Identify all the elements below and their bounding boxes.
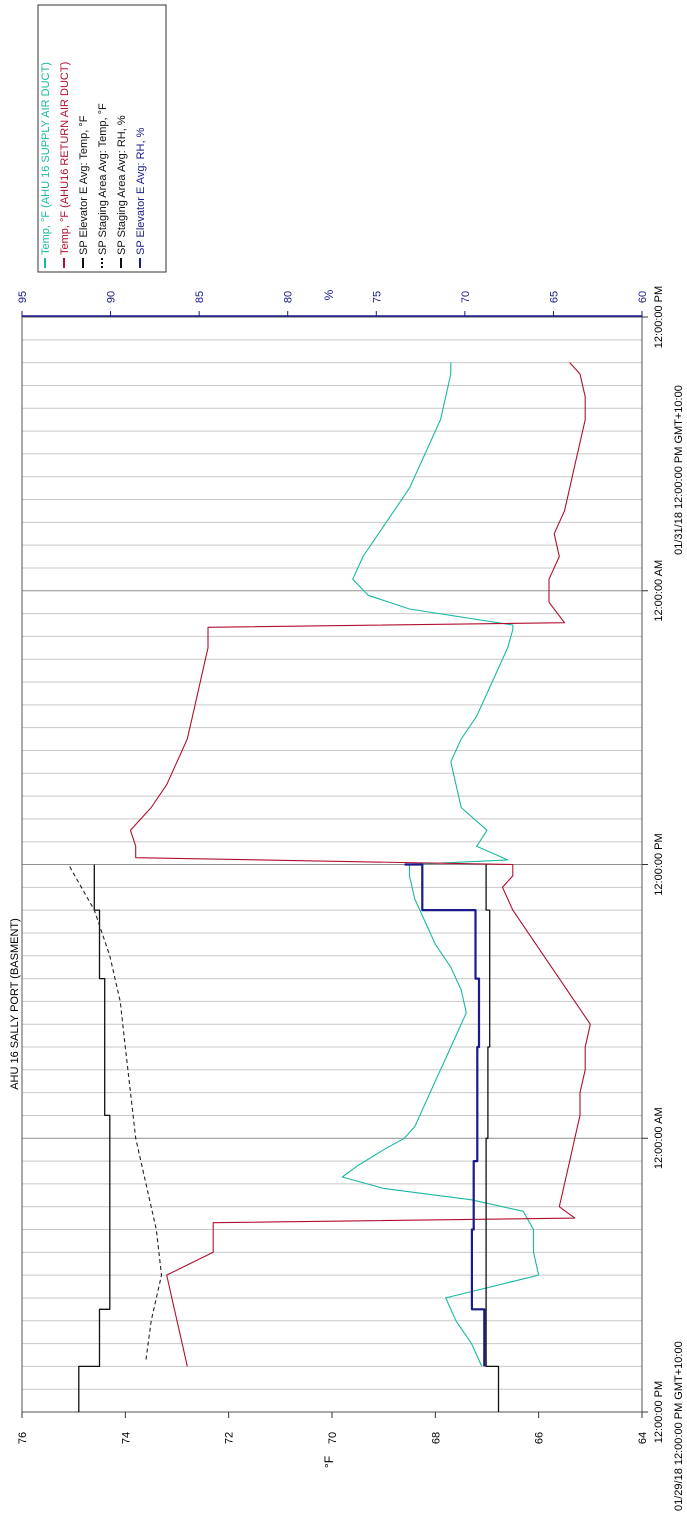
series-layer [68,362,591,1412]
series-line-3 [78,864,111,1412]
left-tick-label: 64 [637,1432,649,1444]
left-tick-label: 66 [534,1432,546,1444]
left-tick-label: 72 [224,1432,236,1444]
legend-label: SP Elevator E Avg: RH, % [135,127,147,255]
right-tick-label: 65 [548,291,560,303]
series-line-6 [404,863,486,1367]
series-line-4 [68,864,163,1360]
x-axis-ticks: 12:00:00 PM 12:00:00 AM 12:00:00 PM 12:00:0… [642,286,665,1443]
left-tick-label: 68 [430,1432,442,1444]
right-tick-label: 90 [106,291,118,303]
series-line-5 [485,864,500,1412]
right-tick-label: 70 [460,291,472,303]
x-label-start: 01/29/18 12:00:00 PM GMT+10:00 [673,1341,685,1511]
x-tick-label: 12:00:00 PM [653,1381,665,1443]
right-tick-label: 85 [194,291,206,303]
x-label-end: 01/31/18 12:00:00 PM GMT+10:00 [673,385,685,555]
legend-label: Temp, °F (AHU 16 SUPPLY AIR DUCT) [40,62,52,255]
right-tick-label: 75 [371,291,383,303]
x-tick-label: 12:00:00 PM [653,833,665,895]
legend-box [37,4,167,273]
left-tick-label: 70 [327,1432,339,1444]
right-tick-label: 95 [17,291,29,303]
right-tick-label: 80 [283,291,295,303]
left-tick-label: 74 [120,1432,132,1444]
left-tick-label: 76 [17,1432,29,1444]
legend: Temp, °F (AHU 16 SUPPLY AIR DUCT) Temp, °… [37,4,167,273]
legend-label: Temp, °F (AHU16 RETURN AIR DUCT) [59,62,71,255]
right-tick-label: 60 [637,291,649,303]
x-tick-label: 12:00:00 AM [653,560,665,622]
x-tick-label: 12:00:00 AM [653,1107,665,1169]
right-axis-label: % [322,289,336,300]
series-line-2 [129,362,591,1367]
legend-items: Temp, °F (AHU 16 SUPPLY AIR DUCT) Temp, °… [40,62,147,268]
legend-label: SP Staging Area Avg: RH, % [116,115,128,255]
chart-title: AHU 16 SALLY PORT (BASMENT) [9,918,21,1090]
right-axis-ticks: 60 65 70 75 80 85 90 95 [17,291,649,317]
left-axis-label: °F [322,1456,336,1468]
gridlines [22,316,642,1413]
legend-label: SP Elevator E Avg: Temp, °F [78,115,90,255]
legend-label: SP Staging Area Avg: Temp, °F [97,103,109,255]
x-tick-label: 12:00:00 PM [653,286,665,348]
left-axis-ticks: 64 66 68 70 72 74 76 [17,1412,649,1444]
